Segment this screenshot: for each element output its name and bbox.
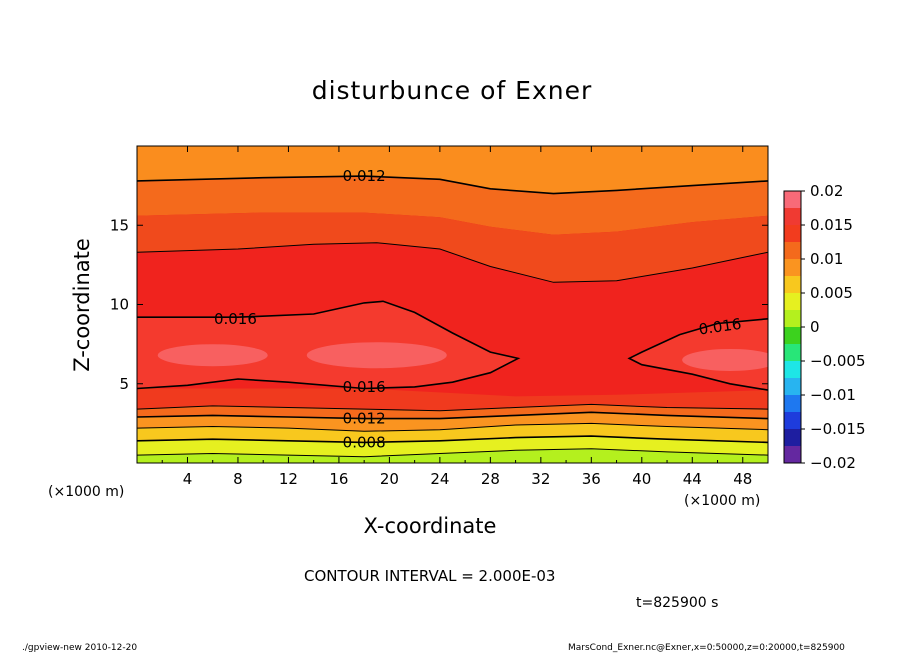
- y-axis-label: Z-coordinate: [70, 238, 94, 372]
- colorbar-segment-6: [784, 293, 801, 311]
- contour-line-6: [137, 422, 768, 432]
- contour-lines: [137, 175, 768, 458]
- y-tick-label-0: 5: [119, 375, 129, 393]
- contour-label-5: 0.008: [343, 433, 386, 451]
- colorbar-segment-11: [784, 378, 801, 396]
- colorbar-segment-15: [784, 446, 801, 464]
- colorbar-tick-label-1: 0.015: [810, 216, 853, 234]
- time-label: t=825900 s: [636, 595, 719, 611]
- contour-interval-text: CONTOUR INTERVAL = 2.000E-03: [304, 567, 556, 585]
- colorbar-segment-7: [784, 310, 801, 328]
- fill-bottom-band-3: [137, 423, 768, 443]
- x-tick-label-1: 8: [233, 470, 243, 488]
- contour-line-8: [137, 448, 768, 458]
- chart-title: disturbunce of Exner: [311, 76, 593, 105]
- colorbar-tick-label-5: −0.005: [810, 352, 866, 370]
- x-unit-label-right: (×1000 m): [684, 493, 761, 509]
- x-tick-label-10: 44: [683, 470, 702, 488]
- x-tick-label-8: 36: [582, 470, 601, 488]
- fill-max-left: [157, 344, 268, 367]
- footer-left: ./gpview-new 2010-12-20: [22, 643, 138, 653]
- contour-label-2: 0.016: [698, 315, 743, 339]
- contour-label-text-4: 0.012: [343, 410, 386, 428]
- contour-label-0: 0.012: [343, 167, 386, 185]
- colorbar-tick-label-6: −0.01: [810, 386, 856, 404]
- contour-label-4: 0.012: [343, 410, 386, 428]
- x-tick-label-6: 28: [481, 470, 500, 488]
- contour-line-5: [137, 411, 768, 420]
- x-unit-label-left: (×1000 m): [48, 484, 125, 500]
- colorbar-segment-5: [784, 276, 801, 294]
- fill-max-center: [306, 342, 447, 369]
- x-tick-label-5: 24: [430, 470, 449, 488]
- colorbar-tick-label-3: 0.005: [810, 284, 853, 302]
- colorbar-segment-8: [784, 327, 801, 345]
- contour-line-0: [137, 175, 768, 195]
- colorbar-tick-label-0: 0.02: [810, 182, 843, 200]
- colorbar-segment-9: [784, 344, 801, 362]
- colorbar-segment-2: [784, 225, 801, 243]
- x-tick-label-9: 40: [632, 470, 651, 488]
- contour-line-2: [137, 300, 521, 390]
- colorbar-tick-label-4: 0: [810, 318, 820, 336]
- contour-label-1: 0.016: [214, 310, 257, 328]
- x-axis-label: X-coordinate: [363, 514, 497, 538]
- fill-max-right: [682, 348, 768, 371]
- contour-line-4: [137, 403, 768, 412]
- x-tick-label-4: 20: [380, 470, 399, 488]
- colorbar-segment-0: [784, 191, 801, 209]
- contour-line-7: [137, 435, 768, 444]
- x-tick-label-2: 12: [279, 470, 298, 488]
- y-tick-label-1: 10: [110, 296, 129, 314]
- colorbar-segment-12: [784, 395, 801, 413]
- contour-label-text-5: 0.008: [343, 433, 386, 451]
- colorbar-tick-label-7: −0.015: [810, 420, 866, 438]
- contour-label-3: 0.016: [343, 378, 386, 396]
- contour-labels: 0.012 0.016 0.016 0.016 0.012 0.008: [214, 167, 743, 451]
- contour-label-text-3: 0.016: [343, 378, 386, 396]
- fill-core-left: [137, 301, 519, 389]
- fill-bottom-band-2: [137, 412, 768, 432]
- colorbar-segment-3: [784, 242, 801, 260]
- x-tick-label-11: 48: [733, 470, 752, 488]
- footer-right: MarsCond_Exner.nc@Exner,x=0:50000,z=0:20…: [568, 643, 845, 653]
- colorbar-segment-14: [784, 429, 801, 447]
- contour-line-3: [627, 318, 768, 391]
- contour-line-1: [137, 242, 768, 283]
- fill-bottom-band-5: [137, 448, 768, 463]
- y-tick-label-2: 15: [110, 216, 129, 234]
- fill-top-band: [137, 146, 768, 194]
- colorbar-tick-label-2: 0.01: [810, 250, 843, 268]
- colorbar-segment-10: [784, 361, 801, 379]
- x-tick-label-7: 32: [531, 470, 550, 488]
- colorbar: 0.02 0.015 0.01 0.005 0 −0.005 −0.01 −0.015 −0.0…: [783, 182, 866, 472]
- fill-upper-band-2: [137, 212, 768, 283]
- colorbar-segment-1: [784, 208, 801, 226]
- colorbar-segment-4: [784, 259, 801, 277]
- colorbar-tick-label-8: −0.02: [810, 454, 856, 472]
- colorbar-segment-13: [784, 412, 801, 430]
- x-tick-label-0: 4: [183, 470, 193, 488]
- contour-label-text-1: 0.016: [214, 310, 257, 328]
- contour-label-text-2: 0.016: [698, 315, 743, 339]
- x-tick-label-3: 16: [329, 470, 348, 488]
- contour-label-text-0: 0.012: [343, 167, 386, 185]
